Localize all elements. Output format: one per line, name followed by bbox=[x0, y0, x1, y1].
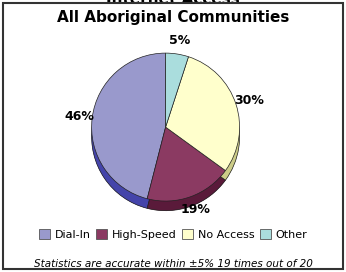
Polygon shape bbox=[147, 127, 166, 208]
Text: 30%: 30% bbox=[234, 94, 264, 107]
Text: 19%: 19% bbox=[180, 203, 210, 216]
Polygon shape bbox=[92, 129, 147, 208]
Title: Internet Access
All Aboriginal Communities: Internet Access All Aboriginal Communiti… bbox=[57, 0, 289, 25]
Polygon shape bbox=[147, 127, 166, 208]
Polygon shape bbox=[226, 128, 239, 180]
Wedge shape bbox=[166, 63, 189, 137]
Polygon shape bbox=[166, 127, 226, 180]
Polygon shape bbox=[166, 127, 226, 180]
Wedge shape bbox=[166, 66, 239, 180]
Text: 5%: 5% bbox=[169, 34, 190, 47]
Text: 46%: 46% bbox=[64, 110, 94, 123]
Wedge shape bbox=[92, 63, 166, 208]
Wedge shape bbox=[147, 127, 226, 201]
Legend: Dial-In, High-Speed, No Access, Other: Dial-In, High-Speed, No Access, Other bbox=[39, 230, 307, 240]
Wedge shape bbox=[166, 53, 189, 127]
Text: Statistics are accurate within ±5% 19 times out of 20: Statistics are accurate within ±5% 19 ti… bbox=[34, 259, 312, 269]
Polygon shape bbox=[147, 171, 226, 211]
Wedge shape bbox=[147, 137, 226, 211]
Wedge shape bbox=[92, 53, 166, 199]
Wedge shape bbox=[166, 57, 239, 171]
